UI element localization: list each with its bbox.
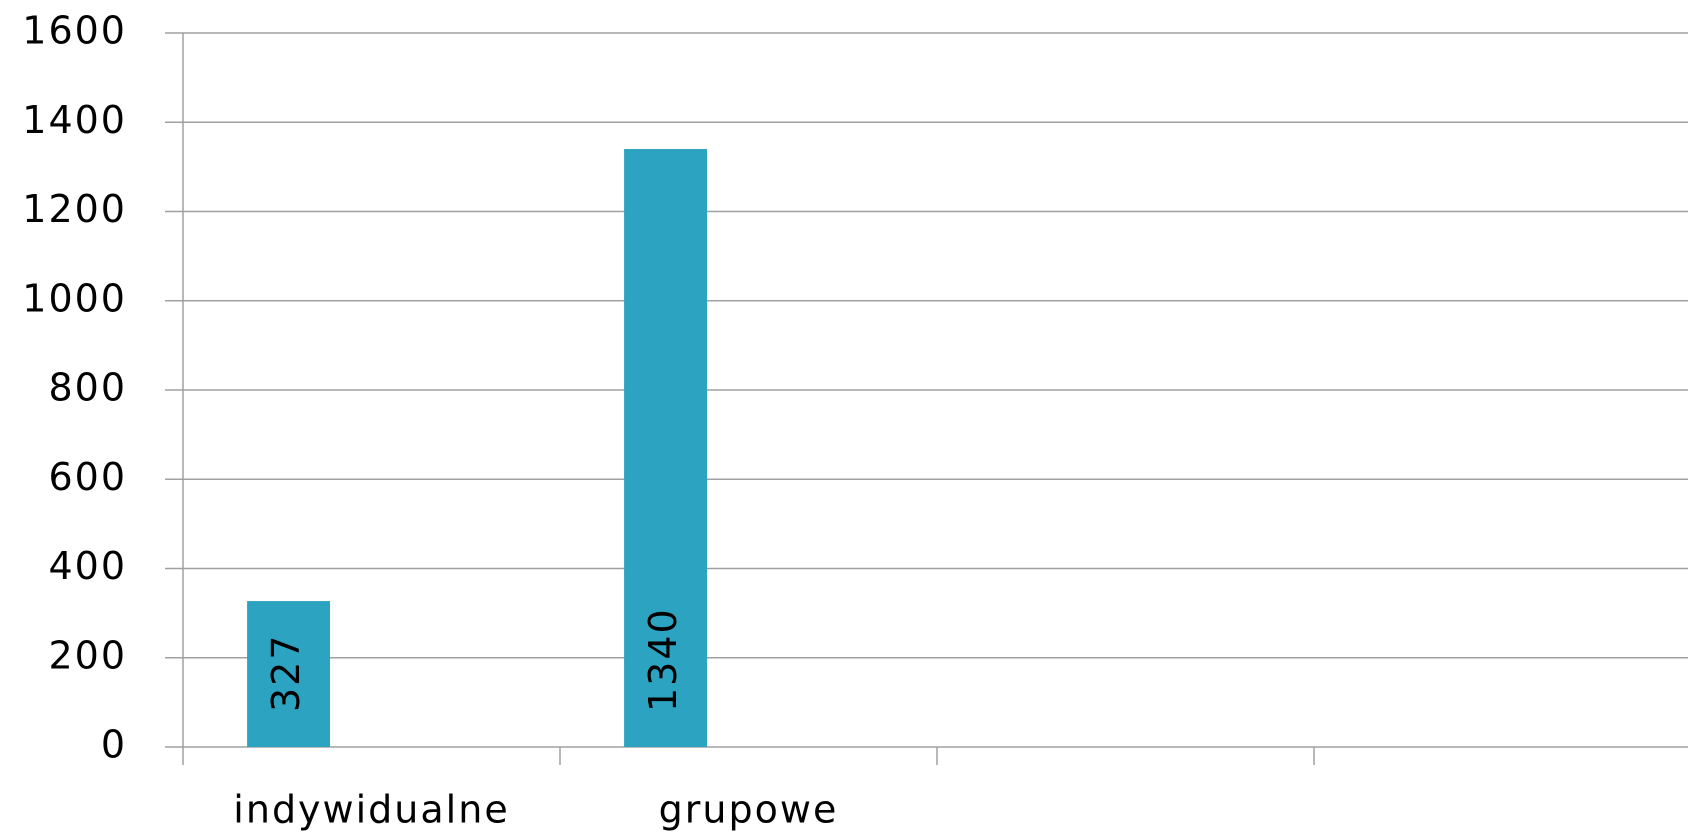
bar xyxy=(247,601,331,747)
data-label: 1340 xyxy=(641,607,685,712)
x-tick-label: grupowe xyxy=(659,788,839,832)
y-tick-label: 600 xyxy=(48,455,127,499)
y-tick-label: 400 xyxy=(48,544,127,588)
x-tick-label: indywidualne xyxy=(233,788,509,832)
y-tick-label: 1200 xyxy=(22,187,127,231)
y-tick-label: 1600 xyxy=(22,9,127,53)
y-tick-label: 800 xyxy=(48,366,127,410)
y-tick-label: 200 xyxy=(48,633,127,677)
y-tick-label: 0 xyxy=(101,723,127,767)
y-tick-label: 1400 xyxy=(22,98,127,142)
bar xyxy=(624,149,708,747)
data-label: 327 xyxy=(264,633,308,712)
y-tick-label: 1000 xyxy=(22,276,127,320)
